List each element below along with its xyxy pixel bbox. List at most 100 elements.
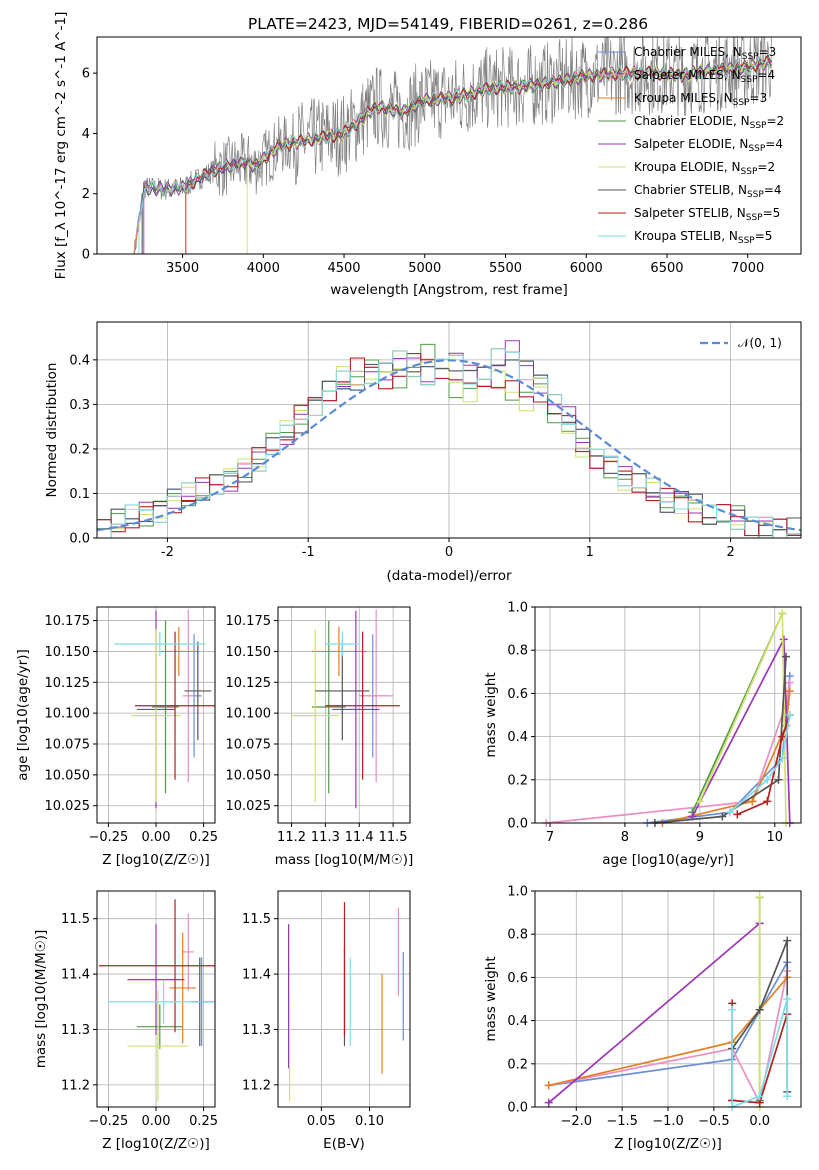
mass-weight-line	[654, 656, 787, 824]
mass_vs_Z-axes: −0.25 0.00 0.25 11.2 11.3 11.4 11.5 Z [log10(Z/…	[33, 890, 218, 1152]
y-tick-label: 0	[82, 248, 90, 263]
figure-title: PLATE=2423, MJD=54149, FIBERID=0261, z=0…	[248, 15, 648, 33]
y-tick-label: 0.2	[507, 1057, 528, 1072]
spectrum-model-line	[143, 57, 772, 254]
x-axis-label: age [log10(age/yr)]	[602, 852, 734, 868]
x-tick-label: 11.3	[311, 830, 340, 845]
y-tick-label: 6	[82, 67, 90, 82]
y-tick-label: 0.6	[507, 687, 528, 702]
y-axis-label: mass weight	[483, 672, 499, 757]
y-tick-label: 0.4	[507, 1014, 528, 1029]
legend-text: Kroupa ELODIE, N	[634, 160, 741, 174]
mass-weight-marker	[783, 995, 792, 1003]
y-tick-label: 11.3	[242, 1023, 271, 1038]
y-tick-label: 0.8	[507, 928, 528, 943]
legend-label: 𝒩(0, 1)	[738, 336, 782, 350]
legend-text: Salpeter MILES, N	[634, 68, 741, 82]
x-axis-label: (data-model)/error	[386, 568, 512, 584]
x-axis-label: E(B-V)	[323, 1136, 365, 1152]
x-tick-label: −1.0	[652, 1114, 684, 1129]
legend-sub: SSP	[738, 236, 755, 246]
y-tick-label: 1.0	[507, 885, 528, 900]
mass-weight-marker	[779, 635, 788, 644]
age_vs_Z-frame	[96, 606, 216, 824]
spectrum-model-line	[141, 54, 773, 254]
x-tick-label: 7	[546, 830, 554, 845]
mass_weight_vs_Z-axes: −2.0 −1.5 −1.0 −0.5 0.0 0.0 0.2 0.4 0.6 0.8 1.0 Z […	[483, 885, 802, 1152]
residuals-frame	[96, 321, 802, 539]
mass-weight-line	[548, 922, 761, 1104]
y-axis-label: Flux [f_λ 10^-17 erg cm^-2 s^-1 A^-1]	[53, 12, 69, 280]
x-tick-label: 4500	[327, 261, 360, 276]
spectrum-model-line	[185, 55, 772, 254]
x-tick-label: 7000	[731, 261, 764, 276]
legend-text: Salpeter STELIB, N	[634, 206, 746, 220]
y-axis-label: mass [log10(M/M☉)]	[33, 930, 49, 1069]
mass-weight-marker	[778, 609, 787, 618]
x-tick-label: -2	[161, 545, 174, 560]
y-tick-label: 2	[82, 187, 90, 202]
y-tick-label: 1.0	[507, 601, 528, 616]
mass_weight_vs_age-frame	[534, 606, 802, 824]
y-axis-label: age [log10(age/yr)]	[15, 649, 31, 781]
legend-label: Salpeter MILES, NSSP=4	[634, 68, 775, 85]
y-tick-label: 10.050	[45, 768, 91, 783]
mass-weight-marker	[544, 1098, 553, 1107]
legend-sub: SSP	[733, 98, 750, 108]
x-tick-label: 5500	[489, 261, 522, 276]
y-tick-label: 0.6	[507, 971, 528, 986]
x-tick-label: −0.25	[88, 1114, 128, 1129]
x-axis-label: Z [log10(Z/Z☉)]	[614, 1136, 722, 1152]
x-tick-label: 5000	[408, 261, 441, 276]
x-tick-label: −0.25	[88, 830, 128, 845]
x-tick-label: 4000	[247, 261, 280, 276]
normal-curve	[96, 359, 802, 532]
spectrum-axes: 3500 4000 4500 5000 5500 6000 6500 7000 0 2 4 6 Chab…	[53, 12, 802, 298]
x-tick-label: 0.10	[355, 1114, 384, 1129]
legend-label: Kroupa ELODIE, NSSP=2	[634, 160, 775, 177]
x-axis-label: Z [log10(Z/Z☉)]	[102, 852, 210, 868]
legend-tail: =3	[759, 45, 777, 59]
legend-tail: =5	[755, 229, 773, 243]
y-tick-label: 0.8	[507, 644, 528, 659]
legend-tail: =4	[765, 137, 783, 151]
mass-weight-marker	[785, 678, 794, 687]
mass-weight-marker	[783, 936, 792, 945]
legend-tail: =5	[763, 206, 781, 220]
mass-weight-marker	[755, 893, 764, 902]
mass-weight-marker	[778, 732, 787, 741]
x-tick-label: 0.00	[142, 830, 171, 845]
residuals-axes: -2 -1 0 1 2 0.0 0.1 0.2 0.3 0.4 𝒩(0, 1) (data-model…	[44, 321, 802, 584]
legend-tail: =4	[764, 183, 782, 197]
legend-label: Chabrier MILES, NSSP=3	[634, 45, 776, 62]
y-tick-label: 0.0	[507, 1101, 528, 1116]
y-tick-label: 11.5	[242, 912, 271, 927]
x-tick-label: 0	[445, 545, 453, 560]
x-tick-label: 2	[726, 545, 734, 560]
mass-weight-marker	[763, 775, 772, 784]
mass-weight-line	[546, 682, 791, 824]
y-tick-label: 0.4	[69, 353, 90, 368]
legend-sub: SSP	[750, 121, 767, 131]
spectrum-frame	[96, 36, 802, 255]
y-tick-label: 0.0	[69, 532, 90, 547]
mass-weight-line	[548, 970, 789, 1106]
x-tick-label: 10	[767, 830, 784, 845]
y-tick-label: 11.3	[61, 1023, 90, 1038]
legend-tail: =4	[757, 68, 775, 82]
legend-sub: SSP	[748, 144, 765, 154]
mass_weight_vs_Z-frame	[534, 890, 802, 1108]
mass-weight-line	[729, 714, 791, 813]
y-tick-label: 0.2	[69, 442, 90, 457]
x-tick-label: 11.5	[379, 830, 408, 845]
x-tick-label: 1	[586, 545, 594, 560]
y-tick-label: 11.5	[61, 912, 90, 927]
mass_vs_Z-frame	[96, 890, 216, 1108]
spectrum-model-line	[138, 57, 772, 254]
x-axis-label: wavelength [Angstrom, rest frame]	[330, 282, 568, 298]
age_vs_mass-frame	[277, 606, 411, 824]
x-tick-label: 11.4	[345, 830, 374, 845]
y-tick-label: 11.4	[61, 968, 90, 983]
histogram-series	[97, 353, 801, 538]
